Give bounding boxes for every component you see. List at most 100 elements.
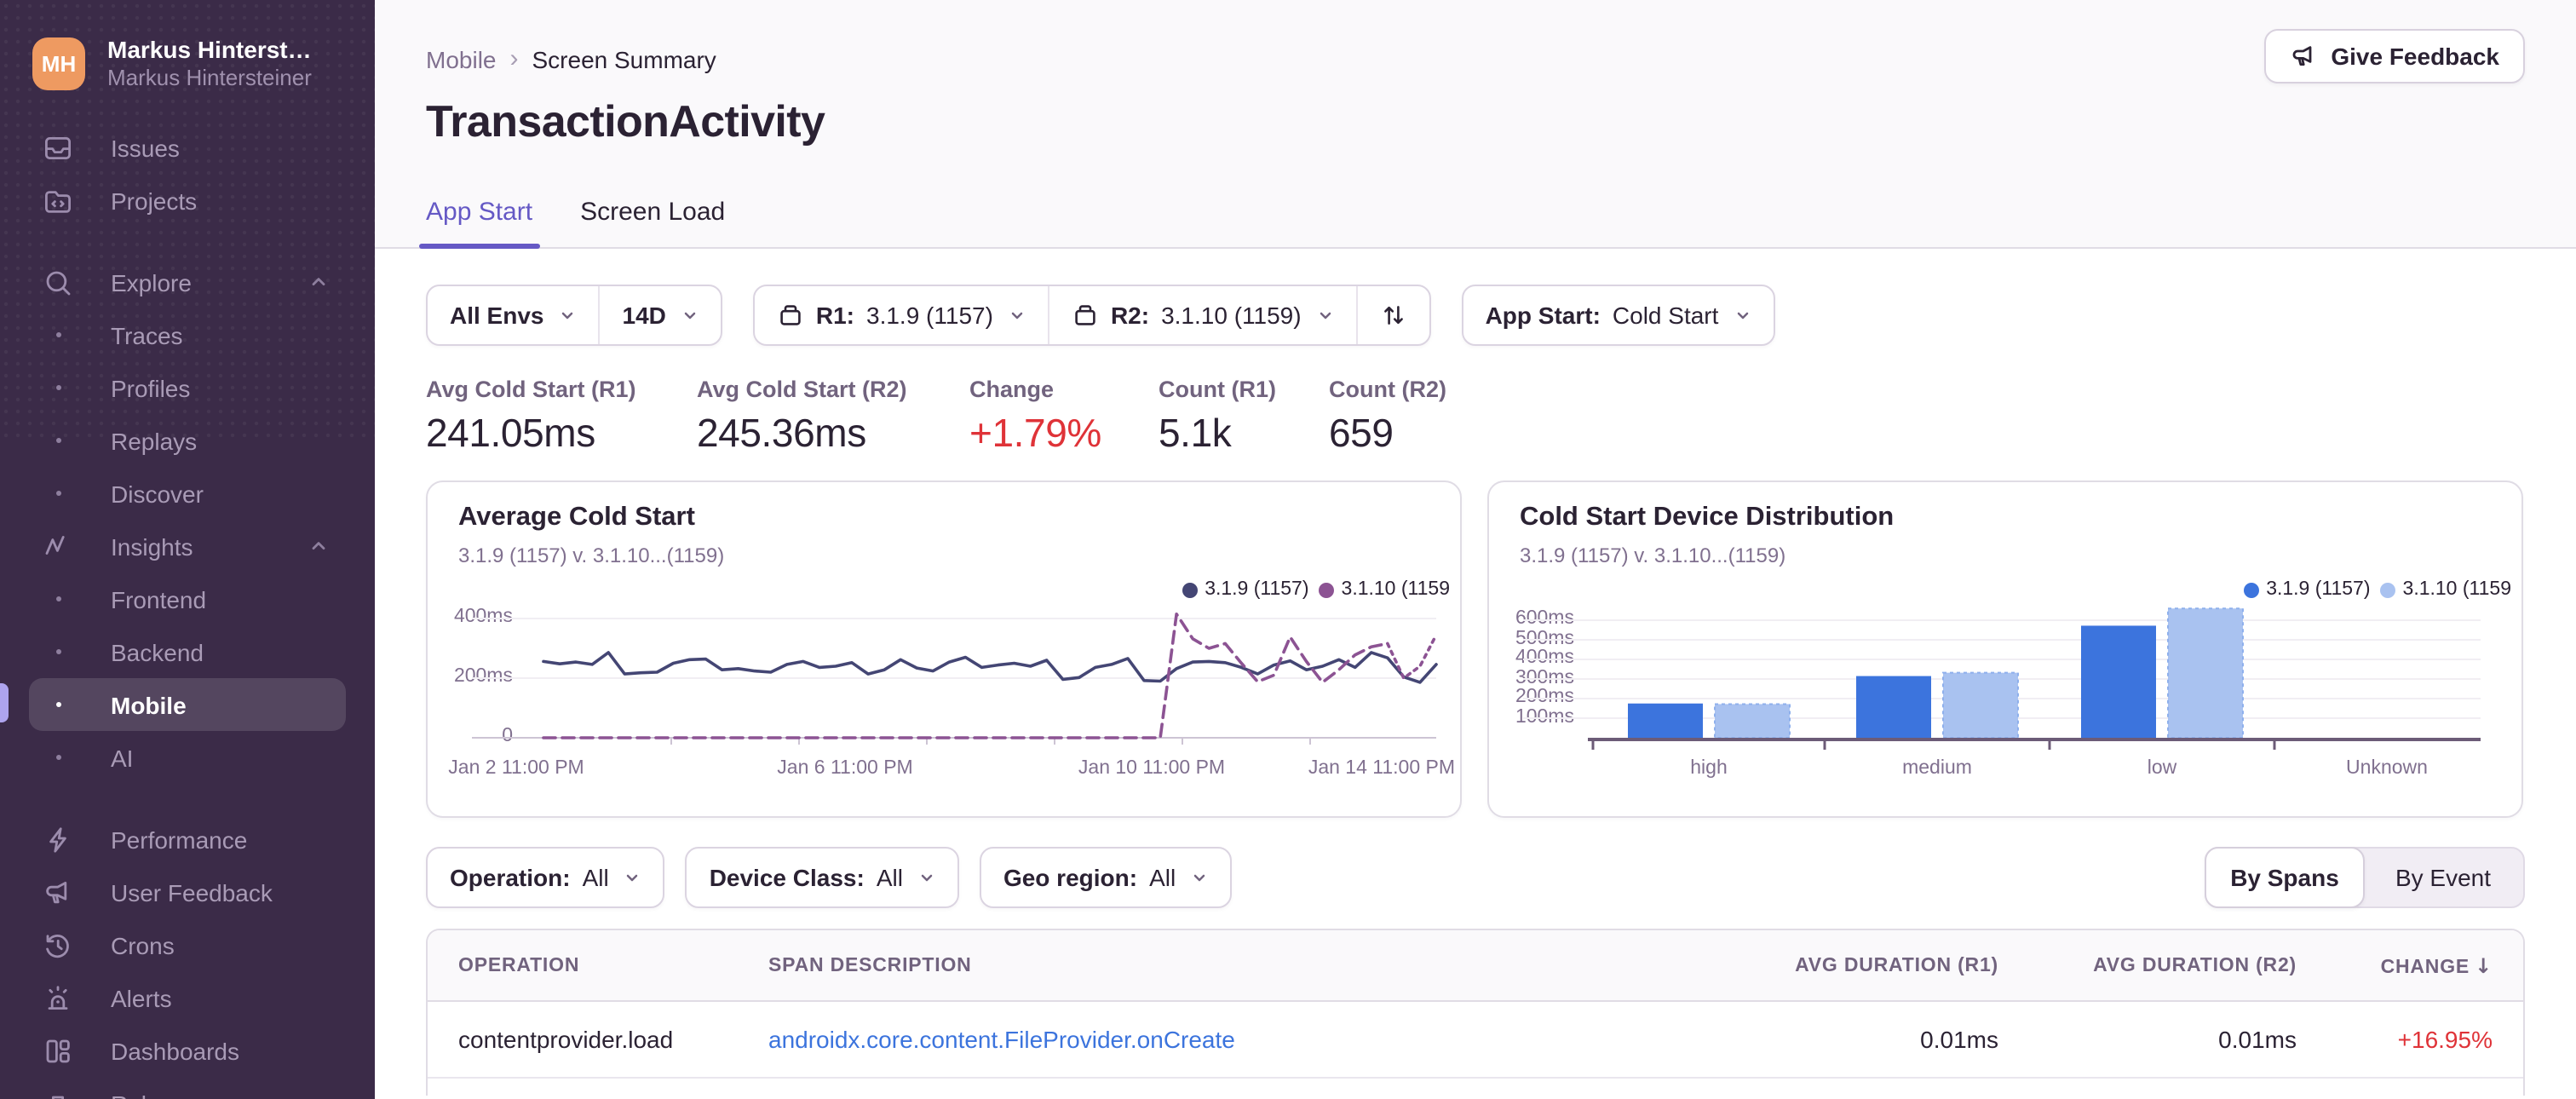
device-class-filter[interactable]: Device Class: All bbox=[687, 849, 957, 906]
sidebar-item-profiles[interactable]: Profiles bbox=[29, 361, 346, 414]
siren-icon bbox=[43, 982, 73, 1013]
charts-row: Average Cold Start 3.1.9 (1157) v. 3.1.1… bbox=[426, 480, 2525, 818]
sidebar-item-replays[interactable]: Replays bbox=[29, 414, 346, 467]
secondary-filter-bar: Operation: All Device Class: All Geo reg… bbox=[426, 847, 2525, 908]
legend-item[interactable]: 3.1.9 (1157) bbox=[1182, 579, 1309, 600]
legend-item[interactable]: 3.1.10 (1159 bbox=[1319, 579, 1450, 600]
operation-filter[interactable]: Operation: All bbox=[428, 849, 664, 906]
user-org: Markus Hintersteiner bbox=[107, 65, 312, 90]
column-header-avg-duration-r2[interactable]: AVG DURATION (R2) bbox=[2093, 955, 2297, 975]
column-header-span-description[interactable]: SPAN DESCRIPTION bbox=[768, 955, 972, 975]
date-range-filter[interactable]: 14D bbox=[601, 286, 721, 344]
tab-bar: App Start Screen Load bbox=[419, 198, 726, 249]
chart-legend: 3.1.9 (1157) 3.1.10 (1159 bbox=[1182, 579, 1450, 600]
metric-label: Change bbox=[969, 377, 1055, 402]
sidebar-item-issues[interactable]: Issues bbox=[29, 121, 346, 174]
device-distribution-bar-chart[interactable] bbox=[1489, 584, 2523, 818]
bullet-icon bbox=[56, 385, 61, 390]
column-header-change[interactable]: CHANGE ↓ bbox=[2297, 953, 2493, 977]
sidebar-item-discover[interactable]: Discover bbox=[29, 467, 346, 520]
toggle-by-spans[interactable]: By Spans bbox=[2205, 847, 2365, 908]
sidebar-item-label: Dashboards bbox=[111, 1037, 239, 1064]
column-header-avg-duration-r1[interactable]: AVG DURATION (R1) bbox=[1795, 955, 1998, 975]
sidebar-item-label: Alerts bbox=[111, 984, 172, 1011]
cold-start-line-chart[interactable] bbox=[428, 584, 1462, 818]
org-user-menu[interactable]: MH Markus Hinterst… Markus Hintersteiner bbox=[0, 0, 375, 90]
bullet-icon bbox=[56, 755, 61, 760]
chevron-down-icon bbox=[1734, 307, 1751, 324]
bullet-icon bbox=[56, 596, 61, 601]
sidebar-item-explore[interactable]: Explore bbox=[29, 256, 346, 308]
sidebar-item-label: Crons bbox=[111, 931, 175, 958]
sidebar-item-label: Profiles bbox=[111, 374, 191, 401]
sidebar-item-label: Frontend bbox=[111, 585, 207, 613]
chevron-down-icon bbox=[1191, 869, 1208, 886]
geo-region-filter[interactable]: Geo region: All bbox=[981, 849, 1230, 906]
sidebar-item-releases[interactable]: Releases bbox=[29, 1077, 346, 1099]
primary-filter-bar: All Envs 14D R1: 3.1.9 (1157) bbox=[426, 285, 2525, 346]
operation-label: Operation: bbox=[450, 864, 571, 891]
release-r2-filter[interactable]: R2: 3.1.10 (1159) bbox=[1049, 286, 1356, 344]
app-start-type-filter[interactable]: App Start: Cold Start bbox=[1463, 286, 1774, 344]
chevron-down-icon bbox=[624, 869, 641, 886]
sidebar-item-insights[interactable]: Insights bbox=[29, 520, 346, 573]
operation-value: All bbox=[582, 864, 609, 891]
column-header-operation[interactable]: OPERATION bbox=[458, 955, 580, 975]
sidebar-item-alerts[interactable]: Alerts bbox=[29, 971, 346, 1024]
environment-filter[interactable]: All Envs bbox=[428, 286, 599, 344]
metric-label: Count (R2) bbox=[1329, 377, 1446, 402]
metric-value: 241.05ms bbox=[426, 411, 595, 455]
give-feedback-label: Give Feedback bbox=[2331, 43, 2499, 70]
operation-cell: contentprovider.load bbox=[458, 1026, 674, 1053]
view-toggle: By Spans By Event bbox=[2205, 847, 2525, 908]
sidebar-item-ai[interactable]: AI bbox=[29, 731, 346, 784]
breadcrumb-page: Screen Summary bbox=[532, 45, 716, 72]
legend-item[interactable]: 3.1.10 (1159 bbox=[2380, 579, 2511, 600]
app-start-type-group: App Start: Cold Start bbox=[1461, 285, 1775, 346]
chevron-down-icon bbox=[1009, 307, 1026, 324]
sidebar-item-label: Issues bbox=[111, 134, 180, 161]
sidebar-item-label: Performance bbox=[111, 826, 248, 853]
sidebar-item-label: Insights bbox=[111, 532, 193, 560]
release-box-icon bbox=[1072, 302, 1099, 329]
sidebar-item-label: Discover bbox=[111, 480, 204, 507]
avg-duration-r1-cell: 0.01ms bbox=[1920, 1026, 1998, 1053]
sidebar-item-user-feedback[interactable]: User Feedback bbox=[29, 866, 346, 918]
legend-item[interactable]: 3.1.9 (1157) bbox=[2244, 579, 2371, 600]
sidebar-item-traces[interactable]: Traces bbox=[29, 308, 346, 361]
sort-descending-icon[interactable]: ↓ bbox=[2475, 953, 2493, 977]
breadcrumb-section[interactable]: Mobile bbox=[426, 45, 497, 72]
chart-title: Cold Start Device Distribution bbox=[1520, 503, 1895, 532]
tab-app-start[interactable]: App Start bbox=[419, 198, 539, 249]
date-range-value: 14D bbox=[622, 302, 666, 329]
release-r1-filter[interactable]: R1: 3.1.9 (1157) bbox=[755, 286, 1048, 344]
sidebar-item-mobile[interactable]: Mobile bbox=[29, 678, 346, 731]
avatar[interactable]: MH bbox=[32, 37, 85, 89]
sidebar-item-performance[interactable]: Performance bbox=[29, 813, 346, 866]
sidebar-item-projects[interactable]: Projects bbox=[29, 174, 346, 227]
swap-releases-button[interactable] bbox=[1358, 286, 1429, 344]
chevron-up-icon bbox=[308, 268, 329, 296]
sidebar-item-crons[interactable]: Crons bbox=[29, 918, 346, 971]
sidebar-item-label: Mobile bbox=[111, 691, 187, 718]
geo-region-filter-group: Geo region: All bbox=[979, 847, 1233, 908]
avg-duration-r2-cell: 0.01ms bbox=[2218, 1026, 2297, 1053]
span-description-link[interactable]: androidx.core.content.FileProvider.onCre… bbox=[768, 1026, 1235, 1053]
tab-screen-load[interactable]: Screen Load bbox=[580, 198, 726, 227]
table-header: OPERATION SPAN DESCRIPTION AVG DURATION … bbox=[428, 930, 2523, 1002]
sidebar-item-frontend[interactable]: Frontend bbox=[29, 573, 346, 625]
device-distribution-panel: Cold Start Device Distribution 3.1.9 (11… bbox=[1487, 480, 2523, 818]
sidebar-item-label: Replays bbox=[111, 427, 198, 454]
give-feedback-button[interactable]: Give Feedback bbox=[2264, 29, 2525, 83]
metric-label: Avg Cold Start (R2) bbox=[697, 377, 907, 402]
sidebar-item-dashboards[interactable]: Dashboards bbox=[29, 1024, 346, 1077]
device-class-label: Device Class: bbox=[709, 864, 865, 891]
toggle-by-event[interactable]: By Event bbox=[2395, 864, 2492, 891]
sidebar: MH Markus Hinterst… Markus Hintersteiner… bbox=[0, 0, 375, 1099]
table-row bbox=[428, 1077, 2523, 1096]
sidebar-item-backend[interactable]: Backend bbox=[29, 625, 346, 678]
metric-change: Change +1.79% bbox=[969, 377, 1159, 457]
metric-value: +1.79% bbox=[969, 411, 1101, 455]
device-class-value: All bbox=[876, 864, 903, 891]
